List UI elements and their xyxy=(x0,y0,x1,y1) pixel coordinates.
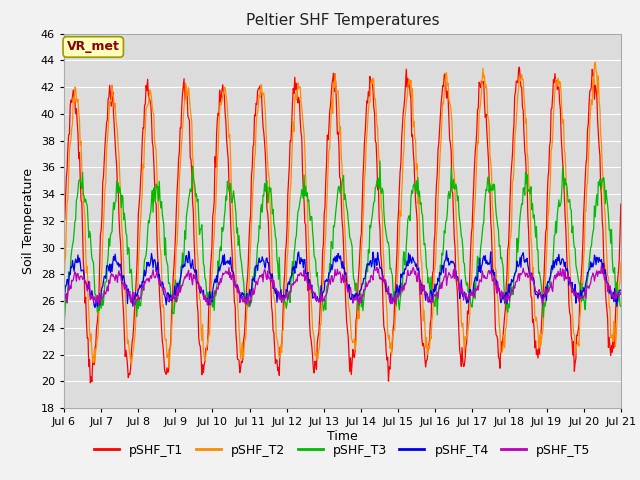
pSHF_T1 xyxy=(70,94,78,99)
pSHF_T2 xyxy=(617,259,625,265)
pSHF_T1 xyxy=(86,380,94,386)
pSHF_T5 xyxy=(70,273,78,278)
pSHF_T2 xyxy=(70,99,78,105)
pSHF_T3 xyxy=(376,158,384,164)
Legend: pSHF_T1, pSHF_T2, pSHF_T3, pSHF_T4, pSHF_T5: pSHF_T1, pSHF_T2, pSHF_T3, pSHF_T4, pSHF… xyxy=(89,439,596,462)
pSHF_T1 xyxy=(60,220,68,226)
pSHF_T1 xyxy=(515,64,523,70)
pSHF_T4 xyxy=(60,286,68,292)
pSHF_T4 xyxy=(185,249,193,254)
Line: pSHF_T4: pSHF_T4 xyxy=(64,251,621,307)
Line: pSHF_T2: pSHF_T2 xyxy=(64,62,621,368)
pSHF_T4 xyxy=(128,295,136,300)
pSHF_T4 xyxy=(214,270,222,276)
pSHF_T1 xyxy=(128,339,136,345)
pSHF_T2 xyxy=(166,365,173,371)
pSHF_T4 xyxy=(443,248,451,253)
pSHF_T2 xyxy=(127,361,135,367)
pSHF_T5 xyxy=(428,300,435,306)
pSHF_T3 xyxy=(127,266,135,272)
pSHF_T3 xyxy=(411,182,419,188)
pSHF_T4 xyxy=(91,304,99,310)
pSHF_T4 xyxy=(70,268,78,274)
pSHF_T1 xyxy=(185,115,193,121)
Line: pSHF_T1: pSHF_T1 xyxy=(64,67,621,383)
pSHF_T1 xyxy=(214,110,222,116)
pSHF_T1 xyxy=(617,201,625,207)
pSHF_T1 xyxy=(411,180,419,186)
pSHF_T5 xyxy=(60,288,68,294)
pSHF_T5 xyxy=(598,263,605,268)
pSHF_T5 xyxy=(617,289,625,295)
pSHF_T2 xyxy=(60,286,68,292)
pSHF_T5 xyxy=(95,303,102,309)
pSHF_T2 xyxy=(591,60,599,65)
pSHF_T3 xyxy=(60,322,68,328)
pSHF_T5 xyxy=(411,272,419,277)
Text: VR_met: VR_met xyxy=(67,40,120,53)
pSHF_T3 xyxy=(617,304,625,310)
pSHF_T5 xyxy=(128,292,136,298)
Title: Peltier SHF Temperatures: Peltier SHF Temperatures xyxy=(246,13,439,28)
pSHF_T2 xyxy=(214,147,222,153)
Line: pSHF_T3: pSHF_T3 xyxy=(64,161,621,325)
pSHF_T3 xyxy=(184,203,192,208)
pSHF_T4 xyxy=(428,288,435,294)
X-axis label: Time: Time xyxy=(327,430,358,443)
Line: pSHF_T5: pSHF_T5 xyxy=(64,265,621,306)
pSHF_T3 xyxy=(214,276,221,281)
pSHF_T5 xyxy=(185,267,193,273)
pSHF_T2 xyxy=(411,135,419,141)
pSHF_T5 xyxy=(214,286,222,292)
pSHF_T3 xyxy=(428,274,435,280)
pSHF_T2 xyxy=(185,84,193,90)
pSHF_T3 xyxy=(70,230,78,236)
Y-axis label: Soil Temperature: Soil Temperature xyxy=(22,168,35,274)
pSHF_T4 xyxy=(617,287,625,293)
pSHF_T4 xyxy=(411,259,419,265)
pSHF_T2 xyxy=(428,336,435,342)
pSHF_T1 xyxy=(428,316,435,322)
